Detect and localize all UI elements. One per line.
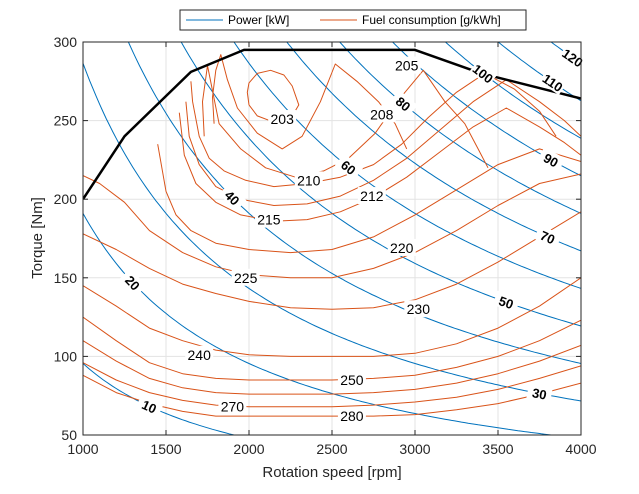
fuel-contour-220: [157, 144, 581, 254]
fuel-contour-225: [83, 173, 581, 279]
power-label-bg: [135, 394, 164, 418]
fuel-contour-215: [178, 107, 581, 222]
fuel-label-230: 230: [407, 301, 431, 317]
legend-power-label: Power [kW]: [228, 13, 289, 27]
fuel-label-215: 215: [257, 212, 281, 228]
y-tick-label: 300: [54, 34, 78, 50]
fuel-label-bg: [387, 238, 416, 256]
power-label-group: 20: [119, 268, 147, 297]
x-tick-label: 4000: [565, 441, 596, 457]
fuel-contour-270: [83, 362, 581, 408]
power-label-bg: [538, 69, 568, 96]
fuel-contour-230: [83, 211, 581, 310]
y-axis-label: Torque [Nm]: [29, 197, 46, 279]
power-label-bg: [492, 290, 521, 313]
power-contour-40: [127, 42, 581, 364]
fuel-contour-260: [83, 340, 581, 395]
power-contours: [83, 42, 581, 435]
fuel-label-212: 212: [360, 188, 384, 204]
power-label-group: 40: [218, 183, 247, 212]
fuel-contours: [83, 54, 581, 417]
power-contour-80: [339, 42, 581, 214]
power-label-50: 50: [497, 293, 516, 312]
fuel-label-bg: [337, 407, 366, 425]
power-contour-20: [83, 213, 556, 435]
x-tick-label: 3500: [482, 441, 513, 457]
power-label-bg: [334, 153, 363, 181]
fuel-label-bg: [357, 187, 386, 205]
x-tick-label: 1000: [67, 441, 98, 457]
power-contour-60: [233, 42, 581, 289]
y-tick-label: 150: [54, 270, 78, 286]
y-tick-label: 100: [54, 348, 78, 364]
fuel-label-208: 208: [370, 106, 394, 122]
power-label-group: 90: [537, 147, 566, 172]
power-label-bg: [558, 44, 588, 71]
power-label-group: 30: [526, 383, 553, 403]
fuel-contour-250: [83, 316, 581, 381]
power-label-group: 70: [533, 224, 563, 249]
x-tick-label: 2500: [316, 441, 347, 457]
power-label-30: 30: [531, 385, 548, 402]
power-label-10: 10: [139, 397, 158, 417]
fuel-label-bg: [392, 56, 421, 74]
power-label-bg: [533, 224, 563, 249]
fuel-label-203: 203: [271, 111, 295, 127]
power-label-group: 50: [492, 290, 521, 313]
power-contour-10: [83, 363, 237, 435]
power-label-bg: [389, 89, 418, 117]
fuel-label-bg: [367, 105, 396, 123]
power-label-bg: [218, 183, 247, 212]
fuel-label-220: 220: [390, 240, 414, 256]
x-axis-label: Rotation speed [rpm]: [262, 464, 401, 481]
fuel-label-bg: [337, 370, 366, 388]
power-label-bg: [537, 147, 566, 172]
fuel-label-240: 240: [188, 347, 212, 363]
power-contour-30: [83, 63, 581, 402]
power-label-group: 60: [334, 153, 363, 181]
y-tick-label: 200: [54, 191, 78, 207]
fuel-label-250: 250: [340, 372, 364, 388]
y-tick-label: 50: [61, 427, 77, 443]
fuel-label-225: 225: [234, 270, 258, 286]
fuel-label-bg: [218, 397, 247, 415]
fuel-contour-205: [212, 54, 408, 150]
fuel-label-bg: [231, 268, 260, 286]
fuel-label-205: 205: [395, 58, 419, 74]
power-contour-70: [286, 42, 581, 252]
power-label-group: 80: [389, 89, 418, 117]
fuel-label-280: 280: [340, 408, 364, 424]
fuel-contour-212: [185, 79, 581, 206]
power-label-bg: [119, 268, 147, 297]
power-label-bg: [469, 59, 498, 87]
fuel-label-bg: [268, 110, 297, 128]
fuel-label-bg: [254, 210, 283, 228]
fuel-contour-210: [190, 72, 557, 188]
y-tick-label: 250: [54, 113, 78, 129]
power-label-bg: [526, 383, 553, 403]
fuel-label-210: 210: [297, 172, 321, 188]
legend-fuel-label: Fuel consumption [g/kWh]: [362, 13, 501, 27]
power-label-90: 90: [541, 150, 561, 170]
legend: Power [kW] Fuel consumption [g/kWh]: [179, 9, 527, 31]
fuel-label-270: 270: [221, 399, 245, 415]
max-torque-layer: [83, 48, 581, 200]
x-tick-label: 2000: [233, 441, 264, 457]
power-label-70: 70: [538, 228, 557, 248]
x-tick-label: 3000: [399, 441, 430, 457]
max-torque-curve: [83, 48, 581, 200]
power-label-group: 10: [135, 394, 164, 418]
fuel-contour-240: [83, 277, 581, 357]
power-contour-90: [391, 42, 581, 177]
fuel-label-bg: [404, 300, 433, 318]
fuel-label-bg: [294, 171, 323, 189]
fuel-label-bg: [185, 345, 214, 363]
axis-ticks: 1000 1500 2000 2500 3000 3500 4000 50 100 150 200 2…: [54, 34, 597, 457]
x-tick-label: 1500: [150, 441, 181, 457]
